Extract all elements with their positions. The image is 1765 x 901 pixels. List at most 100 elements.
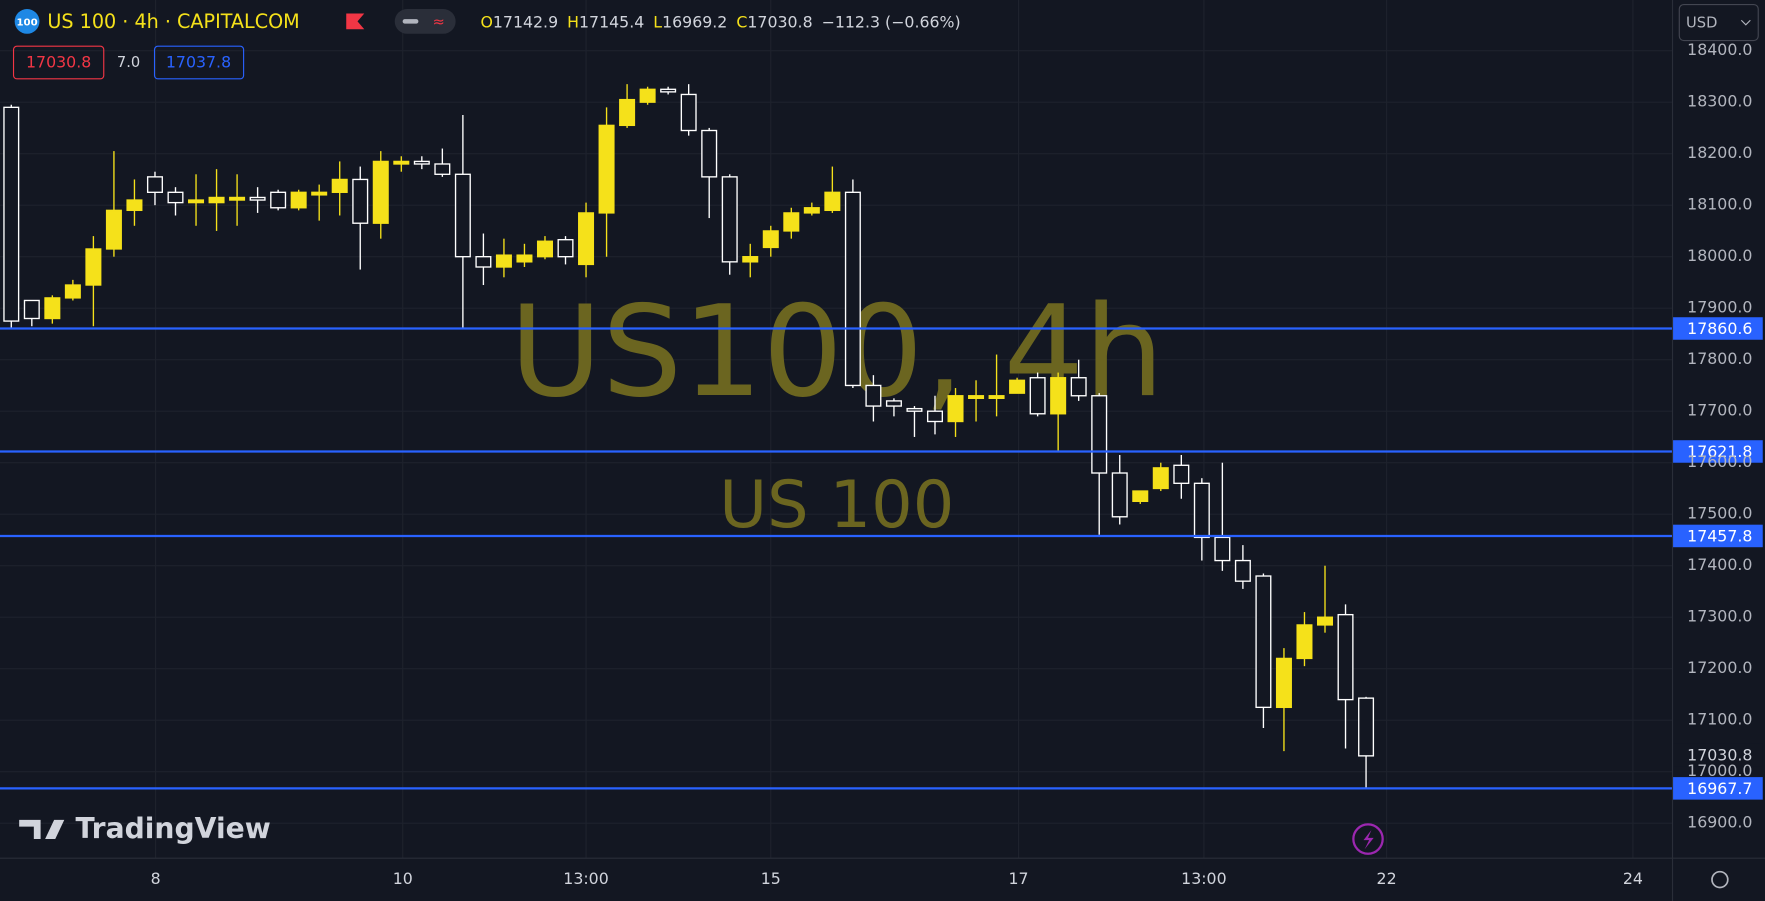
candle-body: [865, 384, 882, 407]
last-price: 17030.8: [1687, 745, 1752, 764]
candle-body: [1009, 379, 1026, 394]
candle-body: [1091, 395, 1108, 474]
event-icon[interactable]: [1352, 823, 1384, 855]
candle-body: [1152, 467, 1169, 490]
ohlc-letter: O: [480, 12, 492, 31]
bid-box[interactable]: [12, 45, 105, 80]
candle-body: [229, 196, 246, 201]
level-tag: [1672, 524, 1763, 548]
candle-body: [208, 196, 225, 204]
ohlc: O17142.9 H17145.4 L16969.2 C17030.8 −112.3 (…: [480, 12, 960, 31]
candle-body: [1234, 559, 1251, 582]
candle-body: [1316, 616, 1334, 626]
candle-body: [3, 106, 20, 322]
y-tick-label: 17700.0: [1687, 401, 1752, 420]
x-tick-label: 10: [393, 869, 413, 888]
y-tick-label: 17800.0: [1687, 349, 1752, 368]
change: −112.3 (−0.66%): [822, 12, 961, 31]
candle-body: [1358, 697, 1375, 757]
candle-body: [742, 256, 759, 263]
candle-body: [803, 207, 820, 214]
currency-select[interactable]: [1678, 3, 1759, 42]
y-tick-label: 17000.0: [1687, 761, 1752, 780]
candle-body: [824, 191, 841, 212]
y-tick-label: 18300.0: [1687, 92, 1752, 111]
candle-body: [85, 248, 102, 286]
price-tag: [1672, 743, 1763, 767]
symbol[interactable]: US 100 · 4h · CAPITALCOM: [47, 10, 299, 33]
spread: 7.0: [117, 54, 140, 71]
level-label: 17860.6: [1687, 319, 1752, 338]
y-tick-label: 18400.0: [1687, 40, 1752, 59]
candle-body: [926, 410, 944, 423]
toggle[interactable]: [394, 9, 456, 34]
candle-body: [619, 98, 636, 127]
candle-body: [270, 191, 287, 209]
ohlc-value: 16969.2: [662, 12, 727, 31]
candle-body: [557, 239, 574, 258]
candle-body: [249, 196, 266, 201]
toggle-icon: [402, 19, 419, 24]
candle-body: [1050, 377, 1067, 415]
candle-body: [188, 199, 205, 204]
y-tick-label: 16900.0: [1687, 813, 1752, 832]
candle-body: [434, 163, 451, 175]
axes: 16900.0 17000.0 17100.0 17200.0 17300.0 17400…: [151, 40, 1753, 888]
candle-body: [23, 299, 40, 320]
y-tick-label: 17900.0: [1687, 298, 1752, 317]
candle-body: [1275, 657, 1292, 709]
flag-icon[interactable]: [346, 13, 365, 30]
ohlc-letter: L: [653, 12, 662, 31]
candle-body: [639, 88, 656, 103]
x-tick-label: 13:00: [1181, 869, 1226, 888]
candle-body: [1070, 377, 1087, 397]
event-icon: [1363, 830, 1374, 850]
y-tick-label: 18200.0: [1687, 143, 1752, 162]
candle-body: [372, 160, 389, 224]
currency: USD: [1686, 15, 1717, 32]
ohlc-value: 17145.4: [579, 12, 644, 31]
candle-body: [701, 129, 718, 178]
watermark-sub: US 100: [719, 467, 954, 543]
brand: TradingView: [76, 812, 271, 845]
candle-body: [1029, 377, 1046, 415]
y-tick-label: 17400.0: [1687, 555, 1752, 574]
candle-body: [331, 178, 348, 193]
candle-body: [947, 395, 964, 423]
y-tick-label: 17100.0: [1687, 710, 1752, 729]
candles: [3, 84, 1375, 788]
y-tick-label: 18100.0: [1687, 195, 1752, 214]
candle-body: [660, 88, 677, 93]
ohlc-value: 17142.9: [493, 12, 558, 31]
logo-text: 100: [16, 18, 37, 29]
ask-box[interactable]: [153, 45, 245, 80]
level-tag: [1672, 440, 1763, 463]
y-tick-label: 17500.0: [1687, 504, 1752, 523]
candle-body: [516, 254, 533, 263]
candle-body: [783, 212, 800, 232]
candle-body: [475, 256, 492, 268]
candle-body: [968, 395, 985, 400]
x-tick-label: 17: [1008, 869, 1028, 888]
candle-body: [762, 230, 779, 249]
y-tick-label: 17200.0: [1687, 658, 1752, 677]
candle-body: [146, 176, 163, 193]
settings-icon[interactable]: [1711, 870, 1729, 889]
candle-body: [495, 254, 512, 268]
candle-body: [64, 284, 81, 299]
candle-body: [454, 173, 471, 258]
level-label: 17621.8: [1687, 442, 1752, 461]
ohlc-value: 17030.8: [747, 12, 812, 31]
grid: [0, 0, 1673, 859]
candle-body: [598, 124, 615, 214]
level-label: 16967.7: [1687, 779, 1752, 798]
candle-body: [413, 160, 430, 165]
ask: 17037.8: [166, 53, 231, 72]
candle-body: [126, 199, 143, 212]
level-label: 17457.8: [1687, 527, 1752, 546]
candle-body: [352, 178, 369, 224]
chevron: [1740, 19, 1751, 26]
candle-body: [1193, 482, 1210, 539]
y-tick-label: 18000.0: [1687, 246, 1752, 265]
candle-body: [1132, 490, 1149, 503]
